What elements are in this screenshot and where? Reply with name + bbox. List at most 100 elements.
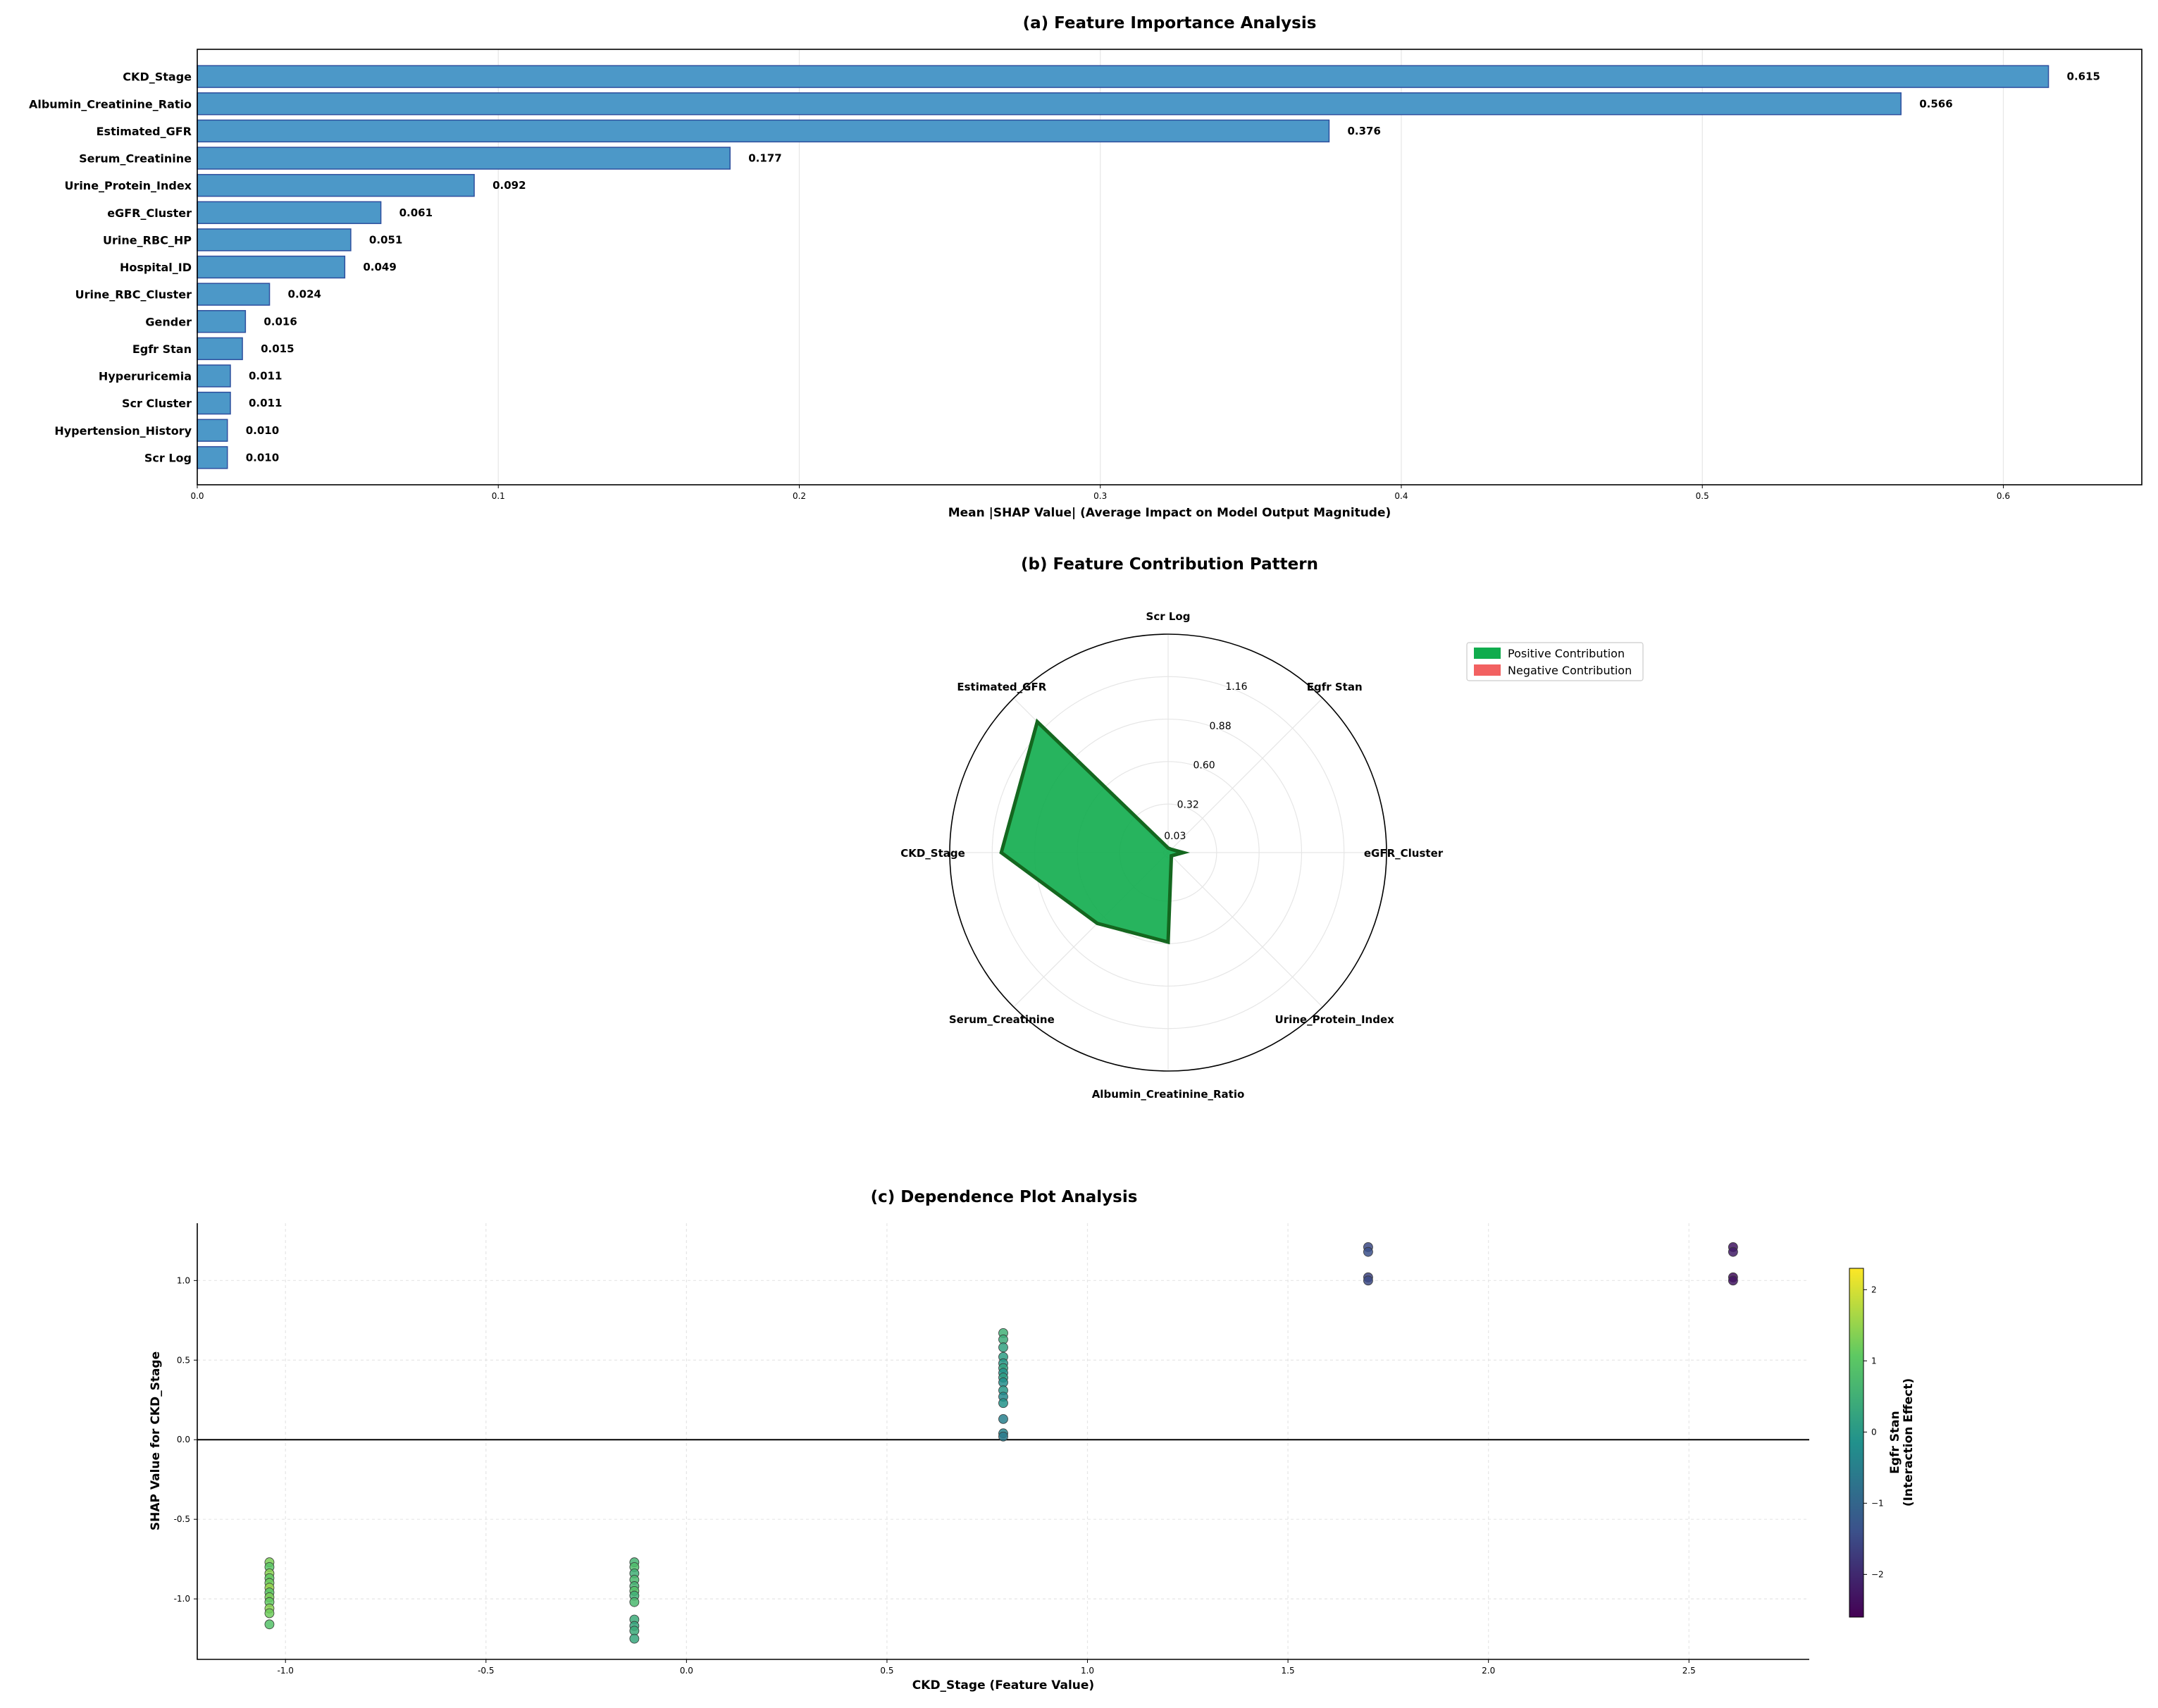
panel-c-y-axis-label: SHAP Value for CKD_Stage <box>149 1351 163 1530</box>
bar-eGFR_Cluster <box>197 201 382 224</box>
value-label: 0.049 <box>363 261 396 273</box>
value-label: 0.010 <box>246 424 279 437</box>
legend-label-negative: Negative Contribution <box>1508 664 1632 677</box>
feature-label: Hyperuricemia <box>99 370 192 383</box>
panel-a-axes-frame <box>197 49 2143 485</box>
value-label: 0.011 <box>249 397 282 409</box>
contribution-polygon <box>999 718 1191 945</box>
radial-tick-label: 0.32 <box>1177 799 1199 810</box>
feature-label: Scr Log <box>144 451 192 464</box>
radar-axis-label: Estimated_GFR <box>957 681 1046 693</box>
feature-label: CKD_Stage <box>123 70 192 84</box>
legend-swatch-positive <box>1474 648 1501 659</box>
panel-c-y-ticks: -1.0 -0.5 0.0 0.5 1.0 <box>174 1275 197 1604</box>
panel-c-axes-spines <box>197 1223 1809 1660</box>
y-tick-label: 0.0 <box>177 1435 190 1444</box>
bar-CKD_Stage <box>197 65 2050 88</box>
value-label: 0.024 <box>288 288 321 301</box>
value-label: 0.051 <box>369 233 402 246</box>
feature-label: Urine_RBC_HP <box>103 233 192 247</box>
scatter-point <box>1363 1246 1373 1257</box>
value-label: 0.615 <box>2067 70 2100 83</box>
x-tick-label: 0.5 <box>880 1666 893 1676</box>
value-label: 0.010 <box>246 451 279 464</box>
scatter-point <box>1728 1275 1738 1286</box>
feature-label: eGFR_Cluster <box>107 206 192 220</box>
value-label: 0.016 <box>263 315 297 328</box>
bar-Scr Cluster <box>197 391 231 415</box>
scatter-point <box>264 1608 275 1619</box>
radar-axis-label: Scr Log <box>1146 610 1191 623</box>
bar-Urine_RBC_Cluster <box>197 283 271 306</box>
scatter-point <box>1728 1246 1738 1257</box>
panel-a-feature-labels: CKD_Stage Albumin_Creatinine_Ratio Estimat… <box>29 70 192 465</box>
panel-a-bar-chart: (a) Feature Importance Analysis CKD_Stag… <box>29 14 2143 520</box>
legend-swatch-negative <box>1474 664 1501 676</box>
value-label: 0.061 <box>399 206 433 219</box>
x-tick-label: 1.5 <box>1282 1666 1295 1676</box>
panel-c-gridlines <box>197 1223 1809 1659</box>
panel-b-radial-ticks: 0.03 0.32 0.60 0.88 1.16 <box>1164 681 1247 842</box>
radar-axis-label: CKD_Stage <box>900 847 965 860</box>
panel-c-x-axis-label: CKD_Stage (Feature Value) <box>912 1678 1094 1692</box>
panel-b-legend: Positive Contribution Negative Contribut… <box>1466 642 1644 681</box>
x-tick-label: 0.1 <box>492 491 505 501</box>
colorbar-tick-label: 1 <box>1871 1356 1877 1366</box>
panel-a-title: (a) Feature Importance Analysis <box>1023 14 1317 32</box>
radar-outer-circle <box>949 633 1387 1072</box>
x-tick-label: 0.3 <box>1093 491 1107 501</box>
y-tick-label: -1.0 <box>174 1594 190 1604</box>
feature-label: Hospital_ID <box>120 261 192 274</box>
x-tick-label: 0.0 <box>680 1666 693 1676</box>
bar-Urine_RBC_HP <box>197 228 352 252</box>
bar-Hospital_ID <box>197 255 346 279</box>
feature-label: Estimated_GFR <box>97 125 192 138</box>
feature-label: Urine_Protein_Index <box>64 179 192 192</box>
colorbar-gradient <box>1849 1268 1864 1618</box>
bar-Scr Log <box>197 446 228 469</box>
colorbar-tick-label: −2 <box>1871 1569 1884 1579</box>
colorbar-ticks: 2 1 0 −1 −2 <box>1864 1285 1884 1579</box>
feature-label: Egfr Stan <box>132 342 192 356</box>
panel-c-colorbar: 2 1 0 −1 −2 Egfr Stan (Interaction Effect) <box>1849 1268 1916 1618</box>
spoke <box>1167 698 1323 853</box>
legend-box <box>1466 642 1644 681</box>
bar-Hyperuricemia <box>197 364 231 388</box>
panel-a-x-ticks: 0.0 0.1 0.2 0.3 0.4 0.5 0.6 <box>190 485 2010 501</box>
colorbar-tick-label: 2 <box>1871 1285 1877 1294</box>
value-label: 0.566 <box>1919 97 1952 110</box>
panel-c-points <box>264 1242 1738 1644</box>
panel-b-contribution-polygon <box>999 718 1191 945</box>
scatter-point <box>629 1633 640 1644</box>
colorbar-tick-label: −1 <box>1871 1498 1884 1508</box>
scatter-point <box>998 1431 1008 1442</box>
radar-axis-label: Urine_Protein_Index <box>1275 1013 1395 1026</box>
bar-Estimated_GFR <box>197 119 1330 143</box>
y-tick-label: 1.0 <box>177 1275 190 1285</box>
x-tick-label: 2.0 <box>1482 1666 1495 1676</box>
scatter-point <box>998 1342 1008 1353</box>
bar-Hypertension_History <box>197 419 228 442</box>
colorbar-label-line1: Egfr Stan <box>1888 1411 1902 1473</box>
scatter-point <box>264 1619 275 1630</box>
bar-Albumin_Creatinine_Ratio <box>197 92 1902 116</box>
x-tick-label: 0.2 <box>793 491 806 501</box>
feature-label: Serum_Creatinine <box>79 152 192 166</box>
scatter-point <box>998 1413 1008 1424</box>
x-tick-label: 0.4 <box>1394 491 1408 501</box>
feature-label: Scr Cluster <box>122 397 192 410</box>
scatter-point <box>998 1398 1008 1409</box>
radar-axis-label: Serum_Creatinine <box>949 1013 1055 1026</box>
x-tick-label: -0.5 <box>478 1666 494 1676</box>
panel-c-x-ticks: -1.0 -0.5 0.0 0.5 1.0 1.5 2.0 2.5 <box>278 1659 1696 1676</box>
radar-axis-label: Egfr Stan <box>1307 681 1363 693</box>
x-tick-label: 0.6 <box>1997 491 2010 501</box>
panel-c-title: (c) Dependence Plot Analysis <box>871 1188 1138 1206</box>
value-label: 0.015 <box>261 342 294 355</box>
radial-tick-label: 1.16 <box>1225 681 1247 693</box>
bar-Gender <box>197 310 247 333</box>
y-tick-label: -0.5 <box>174 1514 190 1524</box>
panel-a-value-labels: 0.615 0.566 0.376 0.177 0.092 0.061 0.051 0.049… <box>246 70 2100 464</box>
spoke <box>1167 852 1323 1008</box>
